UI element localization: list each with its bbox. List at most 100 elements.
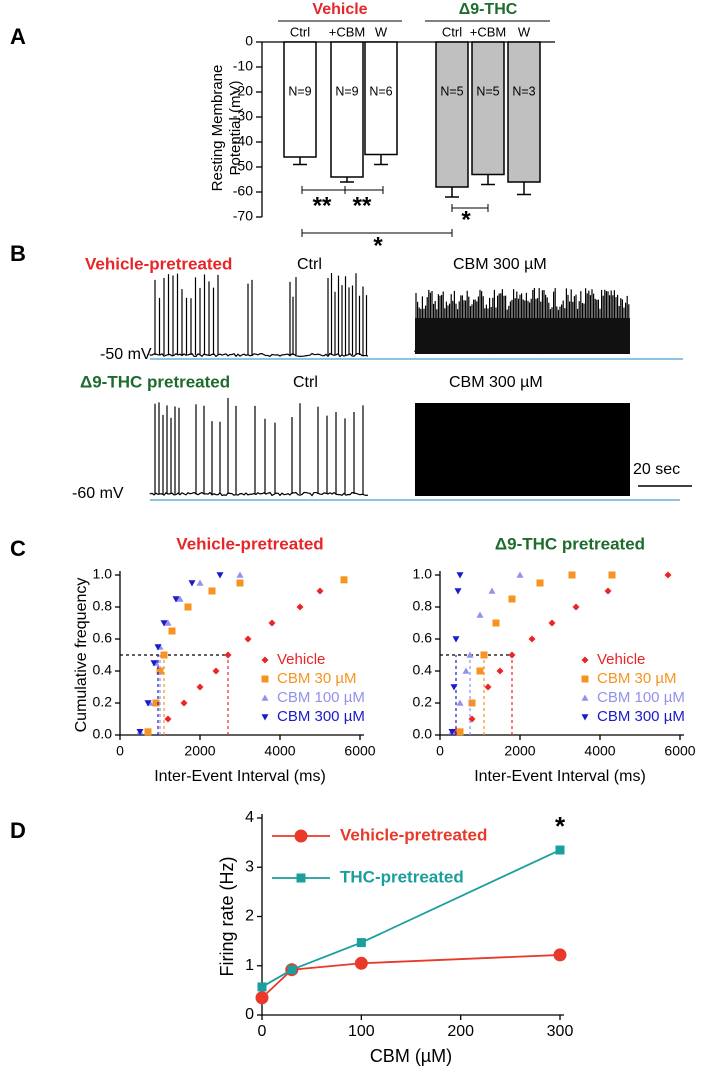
bar	[364, 41, 398, 156]
marker	[468, 699, 476, 707]
significance: **	[353, 192, 372, 219]
x-tick-label: Ctrl	[290, 24, 310, 39]
y-tick-label: 0.4	[93, 662, 113, 678]
x-tick-label: 0	[116, 743, 124, 759]
marker	[340, 576, 348, 584]
legend-label: CBM 30 µM	[277, 670, 357, 687]
legend-marker	[581, 675, 589, 683]
marker	[236, 571, 244, 578]
significance: *	[373, 232, 383, 259]
marker	[568, 571, 576, 579]
panel-letter: C	[10, 536, 26, 561]
marker	[212, 667, 220, 675]
marker	[450, 684, 458, 691]
marker	[664, 571, 672, 579]
marker	[156, 667, 164, 675]
y-tick-label: 0.8	[93, 598, 113, 614]
legend-label: Vehicle	[277, 651, 325, 668]
marker	[287, 965, 297, 975]
marker	[484, 683, 492, 691]
marker	[508, 651, 516, 659]
legend-marker	[581, 694, 589, 701]
y-tick-label: 0.2	[93, 694, 113, 710]
x-axis-label: CBM (µM)	[370, 1046, 452, 1066]
trace-band	[415, 318, 630, 354]
marker	[196, 683, 204, 691]
marker	[462, 667, 470, 674]
marker	[257, 982, 267, 992]
y-tick-label: 0.2	[413, 694, 433, 710]
marker	[466, 651, 474, 658]
legend-label: CBM 30 µM	[597, 670, 677, 687]
legend-marker	[581, 656, 589, 664]
x-tick-label: +CBM	[470, 24, 506, 39]
y-tick-label: -20	[233, 83, 253, 99]
bar	[507, 41, 541, 183]
marker	[196, 579, 204, 586]
trace-label: -50 mV	[100, 346, 152, 363]
panel-letter: D	[10, 818, 26, 843]
n-label: N=5	[476, 84, 499, 98]
bar	[471, 41, 505, 176]
y-tick-label: -60	[233, 183, 253, 199]
x-tick-label: 6000	[344, 743, 375, 759]
annotation: *	[555, 811, 566, 841]
marker	[496, 667, 504, 675]
x-tick-label: W	[518, 24, 531, 39]
y-tick-label: 0.4	[413, 662, 433, 678]
marker	[136, 729, 144, 736]
n-label: N=6	[369, 84, 392, 98]
marker	[164, 619, 172, 626]
trace-label: Δ9-THC pretreated	[80, 372, 230, 391]
trace-label: Ctrl	[297, 256, 322, 273]
y-tick-label: 1.0	[413, 566, 433, 582]
group-label: Δ9-THC	[459, 1, 518, 18]
y-tick-label: 0.6	[93, 630, 113, 646]
chart-title: Δ9-THC pretreated	[495, 534, 645, 553]
marker	[536, 579, 544, 587]
legend-marker	[261, 656, 269, 664]
x-axis-label: Inter-Event Interval (ms)	[474, 768, 646, 785]
x-tick-label: 100	[348, 1023, 375, 1040]
trace-label: CBM 300 µM	[453, 256, 547, 273]
marker	[456, 699, 464, 706]
marker	[216, 572, 224, 579]
x-tick-label: 0	[258, 1023, 267, 1040]
legend-marker	[581, 714, 589, 721]
y-tick-label: 0	[245, 1006, 254, 1023]
marker	[184, 603, 192, 611]
panel-letter: B	[10, 241, 26, 266]
y-tick-label: 2	[245, 908, 254, 925]
y-tick-label: 0.8	[413, 598, 433, 614]
trace-label: Ctrl	[293, 374, 318, 391]
marker	[448, 729, 456, 736]
series-line	[261, 954, 561, 999]
marker	[164, 715, 172, 723]
marker	[553, 948, 567, 962]
y-tick-label: 0	[245, 33, 253, 49]
marker	[160, 620, 168, 627]
marker	[176, 595, 184, 602]
x-tick-label: +CBM	[329, 24, 365, 39]
marker	[516, 571, 524, 578]
y-axis-label: Resting Membrane	[209, 65, 226, 192]
marker	[476, 667, 484, 675]
x-tick-label: 2000	[184, 743, 215, 759]
n-label: N=9	[288, 84, 311, 98]
marker	[548, 619, 556, 627]
y-tick-label: 0.6	[413, 630, 433, 646]
legend-label: CBM 100 µM	[277, 689, 365, 706]
marker	[452, 636, 460, 643]
marker	[154, 644, 162, 651]
marker	[492, 619, 500, 627]
y-tick-label: -30	[233, 108, 253, 124]
legend-label: Vehicle-pretreated	[340, 825, 487, 844]
bar	[283, 41, 317, 158]
legend-label: Vehicle	[597, 651, 645, 668]
marker	[454, 588, 462, 595]
panel-letter: A	[10, 24, 26, 49]
y-tick-label: -50	[233, 158, 253, 174]
n-label: N=5	[440, 84, 463, 98]
y-tick-label: -40	[233, 133, 253, 149]
trace-band	[415, 403, 630, 496]
